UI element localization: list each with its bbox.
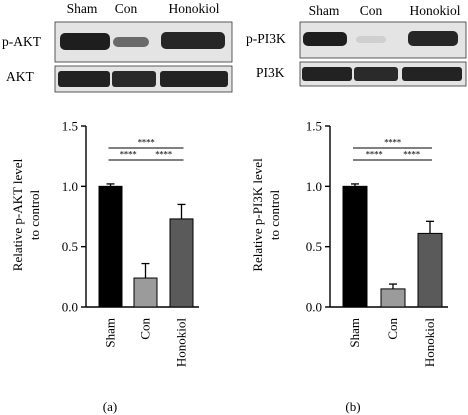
chart-b-category-label: Sham bbox=[347, 318, 362, 348]
chart-b-y-tick-label: 1.5 bbox=[306, 119, 322, 134]
chart-b-bar-honokiol bbox=[417, 232, 443, 308]
chart-a-y-tick-label: 1.5 bbox=[62, 119, 78, 134]
chart-a-y-tick-label: 0.0 bbox=[62, 300, 78, 315]
chart-a: Relative p-AKT level to control (a) 0.0 0… bbox=[10, 119, 199, 414]
chart-a-ylabel-line2: to control bbox=[27, 190, 42, 241]
blot-a-band-akt-sham bbox=[58, 71, 110, 87]
blot-a-band-akt-con bbox=[112, 71, 156, 87]
chart-b-y-tick-label: 0.5 bbox=[306, 239, 322, 254]
chart-a-sig-label: **** bbox=[138, 138, 156, 148]
blot-a-row-p-akt: p-AKT bbox=[2, 34, 42, 49]
blot-b-lane-con: Con bbox=[360, 3, 383, 18]
blot-b-band-p-pi3k-con bbox=[356, 36, 386, 43]
blot-b-band-pi3k-honokiol bbox=[402, 67, 462, 81]
chart-a-category-label: Sham bbox=[103, 318, 118, 348]
chart-a-sig-label: **** bbox=[120, 150, 138, 160]
chart-b-category-label: Con bbox=[385, 318, 400, 340]
chart-a-y-tick-label: 0.5 bbox=[62, 239, 78, 254]
chart-a-category-label: Con bbox=[138, 318, 153, 340]
chart-b: Relative p-PI3K level to control (b) 0.0… bbox=[250, 119, 448, 414]
blot-b-row-pi3k: PI3K bbox=[256, 65, 285, 80]
chart-b-y-tick-label: 1.0 bbox=[306, 179, 322, 194]
blot-a-band-p-akt-con bbox=[113, 37, 149, 47]
chart-a-ylabel-line1: Relative p-AKT level bbox=[10, 158, 25, 271]
chart-a-category-label: Honokiol bbox=[174, 318, 189, 368]
chart-a-bar-honokiol bbox=[169, 218, 194, 308]
blot-b-lane-honokiol: Honokiol bbox=[409, 3, 460, 18]
chart-b-y-tick-label: 0.0 bbox=[306, 300, 322, 315]
blot-b-band-pi3k-sham bbox=[302, 67, 352, 81]
blot-a-band-p-akt-honokiol bbox=[161, 32, 225, 49]
chart-b-sig-label: **** bbox=[403, 150, 421, 160]
chart-a-y-tick-label: 1.0 bbox=[62, 179, 78, 194]
chart-a-caption: (a) bbox=[103, 399, 117, 414]
blot-b-band-p-pi3k-honokiol bbox=[408, 31, 458, 46]
chart-a-bar-sham bbox=[98, 185, 123, 308]
blot-a-band-p-akt-sham bbox=[60, 33, 110, 50]
blot-b-row-p-pi3k: p-PI3K bbox=[246, 31, 286, 46]
chart-b-bar-con bbox=[380, 288, 406, 308]
blot-b: Sham Con Honokiol p-PI3K PI3K bbox=[246, 3, 467, 87]
chart-b-ylabel-line1: Relative p-PI3K level bbox=[250, 158, 265, 272]
chart-b-ylabel-line2: to control bbox=[267, 190, 282, 241]
blot-a-lane-honokiol: Honokiol bbox=[168, 1, 219, 16]
chart-b-category-label: Honokiol bbox=[422, 318, 437, 368]
chart-b-sig-label: **** bbox=[366, 150, 384, 160]
blot-a-lane-con: Con bbox=[115, 1, 138, 16]
blot-a-lane-sham: Sham bbox=[67, 1, 98, 16]
blot-a-band-akt-honokiol bbox=[160, 71, 228, 87]
chart-b-caption: (b) bbox=[345, 399, 360, 414]
blot-b-band-pi3k-con bbox=[354, 67, 398, 81]
blot-b-lane-sham: Sham bbox=[309, 3, 340, 18]
chart-b-sig-label: **** bbox=[384, 138, 402, 148]
chart-b-bar-sham bbox=[342, 185, 368, 308]
blot-a: Sham Con Honokiol p-AKT AKT bbox=[2, 1, 233, 93]
blot-a-row-akt: AKT bbox=[6, 69, 34, 84]
chart-a-sig-label: **** bbox=[155, 150, 173, 160]
chart-a-bar-con bbox=[133, 277, 158, 308]
blot-b-band-p-pi3k-sham bbox=[303, 32, 347, 46]
